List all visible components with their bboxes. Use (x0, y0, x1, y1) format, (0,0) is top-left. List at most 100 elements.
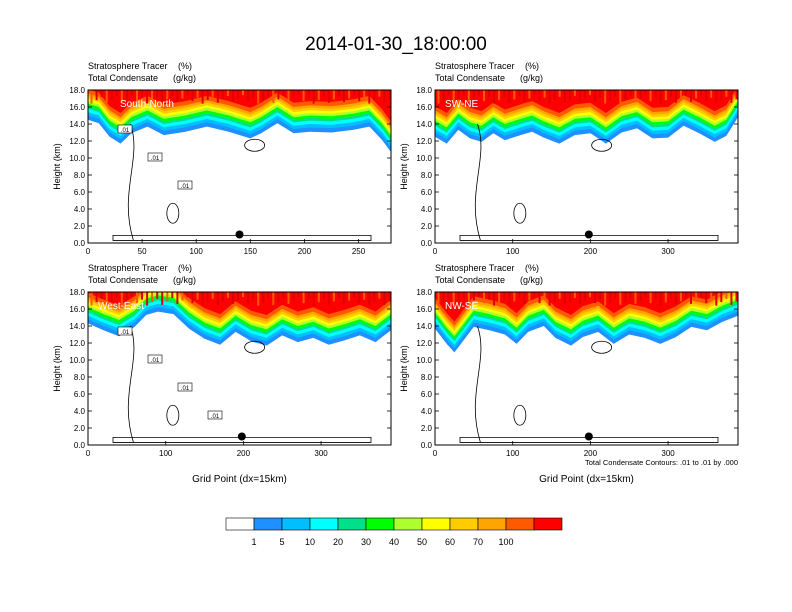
streak (634, 292, 637, 304)
colorbar-cell (393, 517, 423, 531)
streak (141, 292, 143, 300)
plot-frame (434, 291, 739, 446)
streak (297, 292, 300, 298)
colorbar-level-label: 20 (333, 537, 343, 547)
condensate-contours (459, 325, 719, 443)
streak (378, 90, 381, 97)
streak (216, 292, 219, 305)
streak (715, 292, 718, 306)
y-tick-label: 0.0 (421, 441, 433, 450)
streak (282, 90, 285, 96)
streak (634, 90, 637, 102)
x-tick-label: 250 (352, 247, 366, 256)
streak (262, 90, 265, 101)
streak (735, 90, 738, 100)
colorbar-cell (309, 517, 339, 531)
colorbar-cell (365, 517, 395, 531)
x-tick-label: 0 (433, 247, 438, 256)
colorbar-level-label: 10 (305, 537, 315, 547)
contour-loop (513, 202, 527, 224)
streak (378, 292, 381, 299)
streak (523, 90, 526, 102)
contour-label-text: .01 (151, 156, 160, 162)
x-tick-label: 200 (237, 449, 251, 458)
streak (90, 90, 93, 104)
plot-frame (87, 89, 392, 244)
streak (166, 90, 169, 100)
streak (343, 292, 345, 304)
streak (136, 292, 138, 304)
y-tick-label: 12.0 (69, 339, 85, 348)
y-tick-label: 18.0 (69, 288, 85, 297)
streak (358, 90, 361, 102)
streak (226, 90, 229, 96)
condensate-unit: (g/kg) (520, 275, 543, 285)
streak (130, 292, 133, 298)
colorbar-level-label: 1 (251, 537, 256, 547)
streak (690, 292, 692, 304)
streak (327, 90, 330, 103)
streak (368, 292, 371, 306)
y-axis-label: Height (km) (399, 143, 409, 190)
streak (348, 90, 351, 99)
streak (659, 292, 662, 306)
streak (573, 292, 576, 298)
streak (247, 90, 250, 102)
streak (477, 90, 480, 96)
streak (277, 292, 280, 302)
y-axis-label: Height (km) (399, 345, 409, 392)
contour-plume (127, 325, 135, 443)
streak (553, 292, 556, 303)
contour-label-text: .01 (181, 386, 190, 392)
streak (307, 90, 310, 98)
streak (553, 90, 556, 101)
streak (105, 90, 108, 103)
streak (589, 90, 591, 96)
contour-label: .01 (147, 354, 163, 364)
streak (644, 90, 647, 96)
streak (578, 292, 581, 304)
tracer-streaks (437, 90, 738, 104)
contour-low (112, 436, 372, 443)
y-tick-label: 8.0 (421, 171, 433, 180)
streak (604, 292, 607, 306)
streak (226, 292, 229, 298)
x-tick-label: 300 (314, 449, 328, 458)
streak (578, 90, 581, 102)
streak (201, 292, 204, 306)
streak (624, 292, 627, 302)
contour-loop (591, 138, 613, 152)
streak (257, 90, 260, 104)
colorbar-cell (505, 517, 535, 531)
streak (171, 90, 174, 96)
streak (538, 90, 541, 102)
streak (156, 90, 159, 97)
tracer-band-11 (88, 292, 391, 315)
plot-frame (87, 291, 392, 446)
streak (685, 292, 687, 298)
contour-label: .01 (147, 152, 163, 162)
streak (528, 90, 531, 99)
streak (327, 292, 330, 305)
colorbar-level-label: 70 (473, 537, 483, 547)
streak (447, 292, 450, 299)
contour-loop (244, 340, 266, 354)
streak (674, 90, 677, 103)
streak (146, 90, 149, 104)
streak (467, 292, 470, 304)
y-tick-label: 4.0 (74, 205, 86, 214)
streak (287, 90, 290, 102)
tracer-fill (435, 292, 738, 353)
streak (317, 90, 320, 101)
y-tick-label: 6.0 (74, 390, 86, 399)
streak (231, 90, 234, 102)
streak (654, 292, 657, 300)
colorbar-cell (449, 517, 479, 531)
colorbar-cell (533, 517, 563, 531)
streak (317, 292, 320, 303)
streak (472, 90, 475, 99)
streak (488, 90, 490, 98)
streak (186, 292, 189, 298)
tracer-label: Stratosphere Tracer (435, 61, 515, 71)
location-marker (584, 230, 593, 239)
